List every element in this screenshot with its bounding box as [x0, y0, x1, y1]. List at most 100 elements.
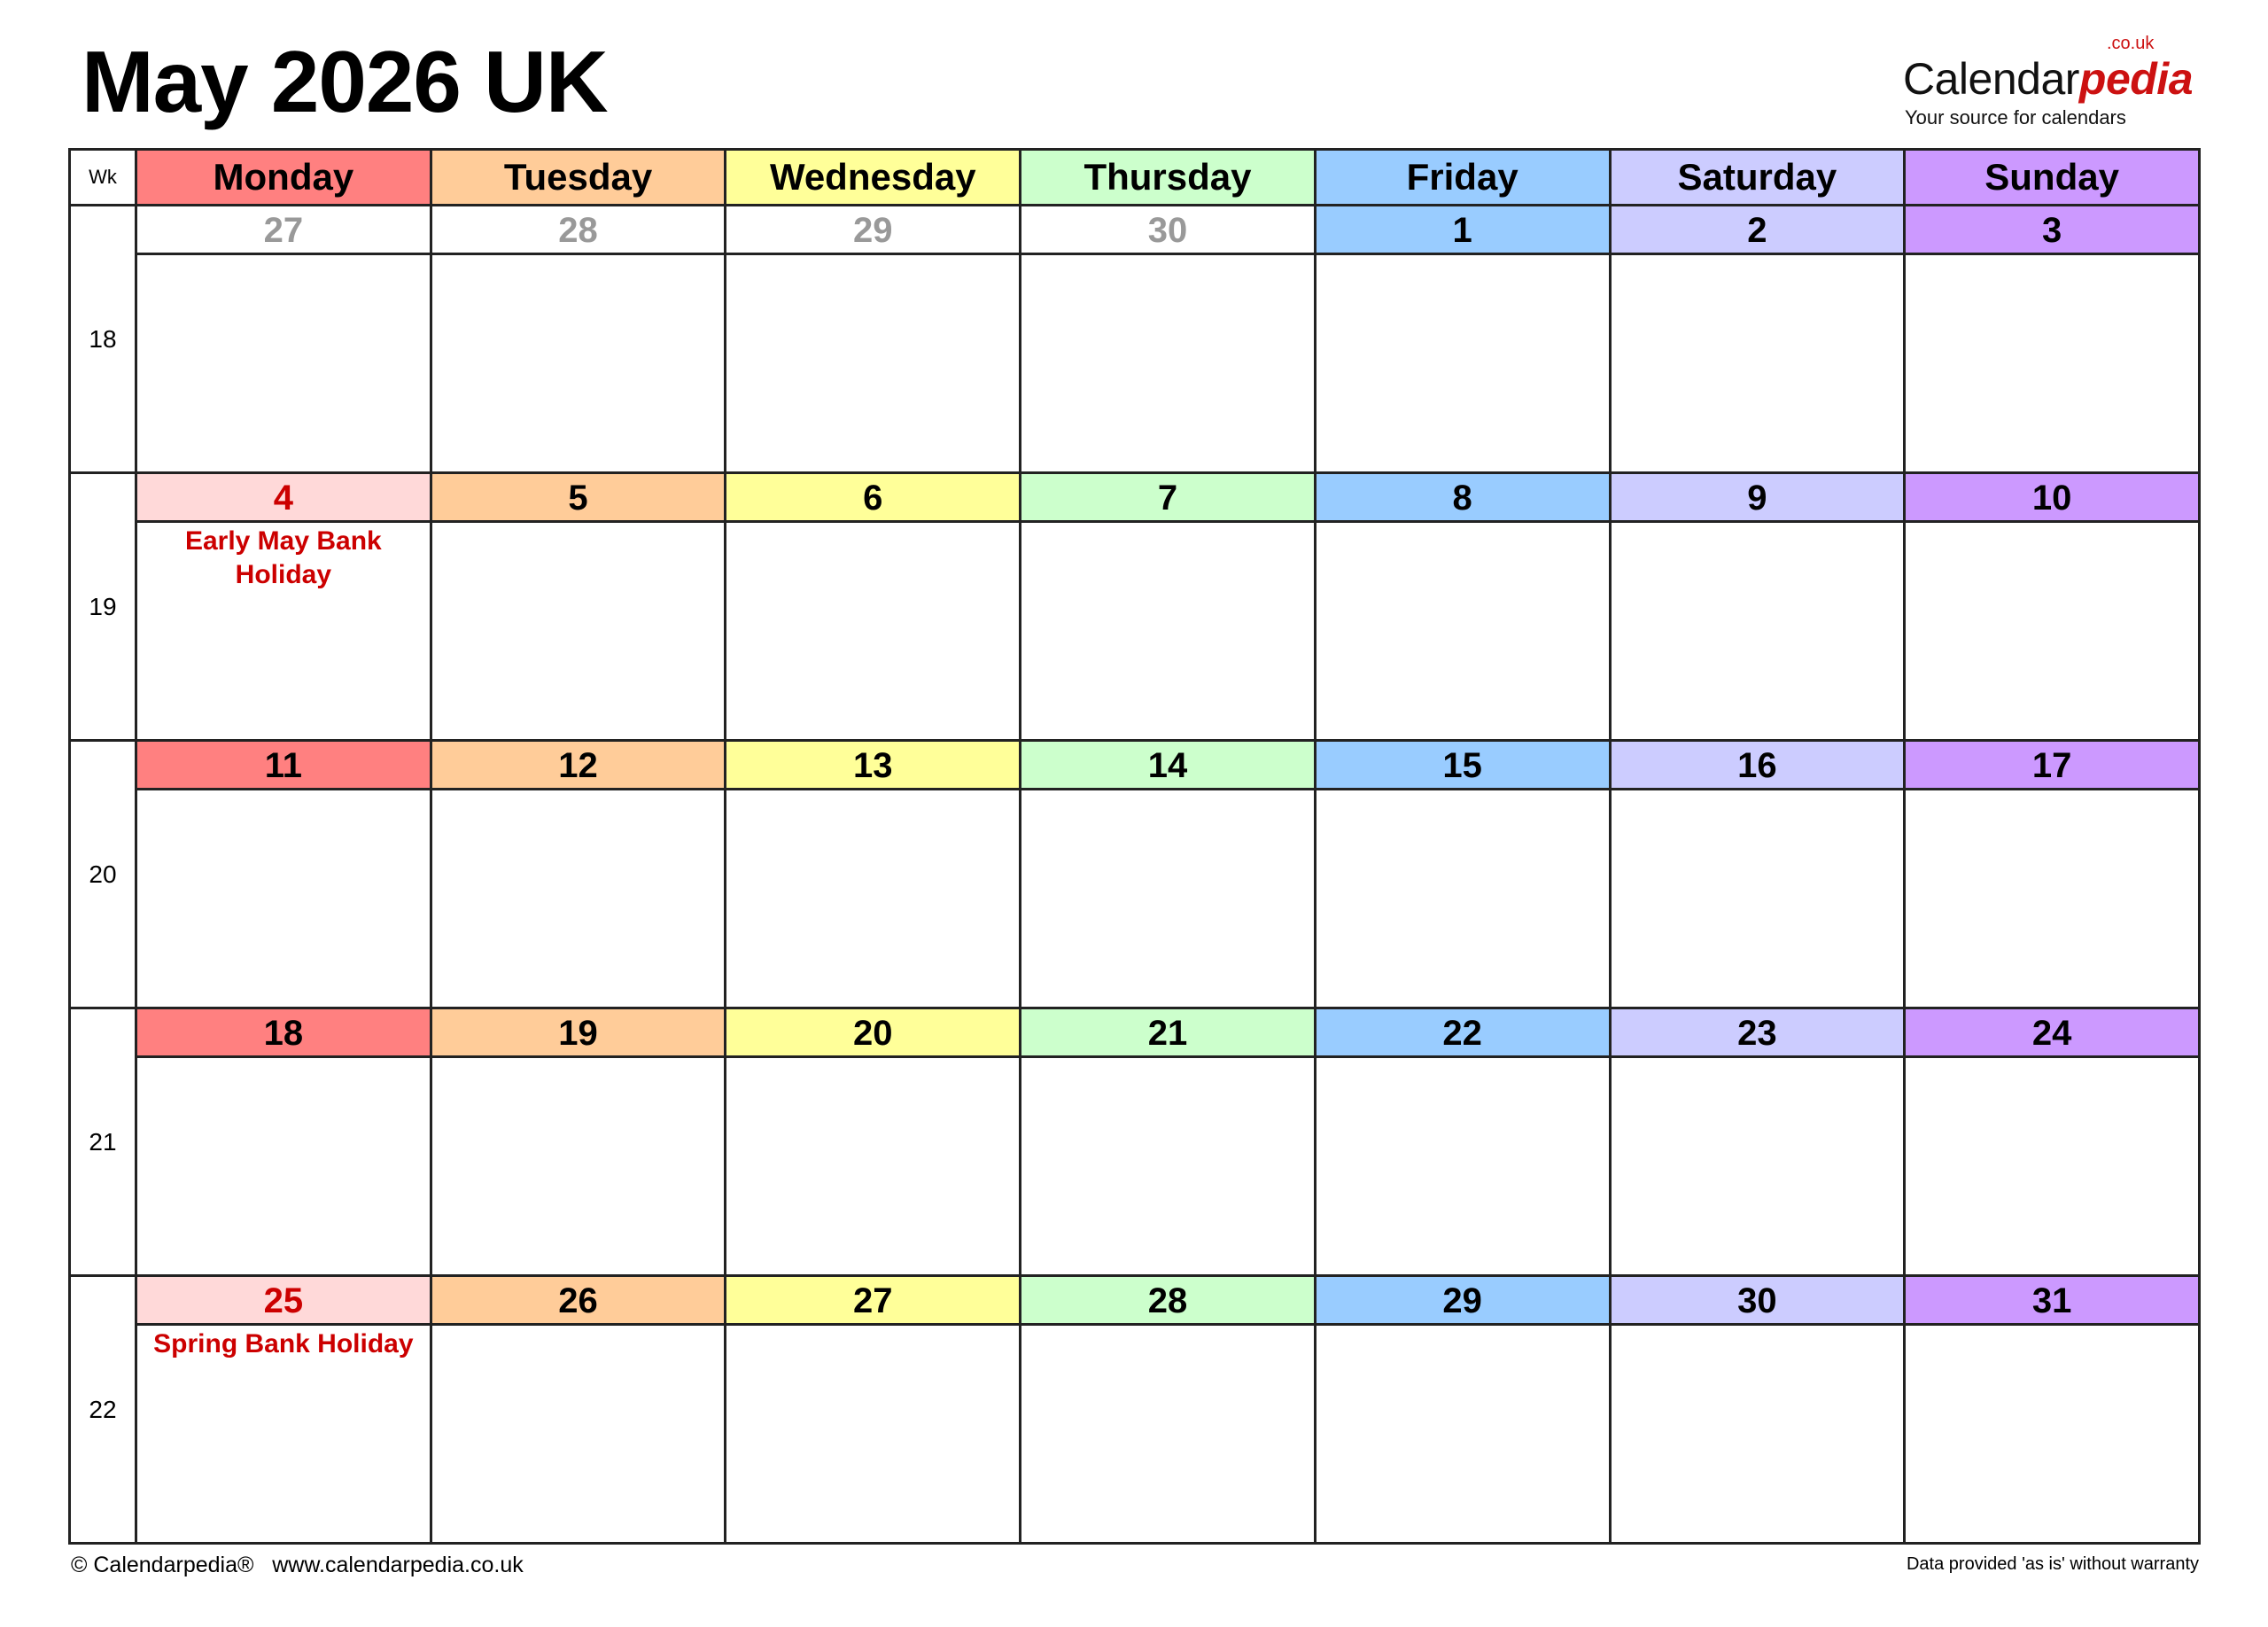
weekday-header-wednesday: Wednesday [724, 148, 1022, 206]
day-cell[interactable]: 18 [135, 1007, 432, 1277]
day-cell[interactable]: 25 Spring Bank Holiday [135, 1274, 432, 1545]
week-row: 18 27 28 29 30 1 2 3 [68, 204, 2201, 474]
day-cell[interactable]: 27 [724, 1274, 1022, 1545]
day-cell[interactable]: 12 [429, 739, 727, 1009]
date-number: 27 [137, 206, 430, 255]
day-cell[interactable]: 4 Early May Bank Holiday [135, 471, 432, 742]
date-number: 9 [1611, 474, 1904, 523]
date-number: 12 [431, 742, 725, 790]
day-cell[interactable]: 9 [1608, 471, 1907, 742]
day-cell[interactable]: 31 [1903, 1274, 2201, 1545]
day-cell[interactable]: 29 [724, 204, 1022, 474]
date-number: 5 [431, 474, 725, 523]
date-number: 2 [1611, 206, 1904, 255]
footer-copyright: © Calendarpedia® www.calendarpedia.co.uk [71, 1553, 524, 1577]
day-cell[interactable]: 7 [1019, 471, 1317, 742]
date-number: 29 [1316, 1277, 1609, 1326]
day-cell[interactable]: 28 [1019, 1274, 1317, 1545]
day-cell[interactable]: 2 [1608, 204, 1907, 474]
day-cell[interactable]: 3 [1903, 204, 2201, 474]
date-number: 18 [137, 1009, 430, 1058]
day-cell[interactable]: 10 [1903, 471, 2201, 742]
date-number: 24 [1906, 1009, 2198, 1058]
holiday-label: Spring Bank Holiday [153, 1329, 414, 1358]
holiday-label: Early May Bank Holiday [184, 526, 382, 589]
date-number: 11 [137, 742, 430, 790]
day-cell[interactable]: 29 [1313, 1274, 1612, 1545]
footer-disclaimer: Data provided 'as is' without warranty [1906, 1554, 2199, 1574]
week-number: 19 [68, 471, 137, 742]
day-cell[interactable]: 6 [724, 471, 1022, 742]
day-cell[interactable]: 21 [1019, 1007, 1317, 1277]
week-row: 19 4 Early May Bank Holiday 5 6 7 8 9 10 [68, 471, 2201, 742]
date-number: 19 [431, 1009, 725, 1058]
weekday-header-sunday: Sunday [1903, 148, 2201, 206]
date-number: 6 [726, 474, 1020, 523]
date-number: 1 [1316, 206, 1609, 255]
date-number: 31 [1906, 1277, 2198, 1326]
week-row: 20 11 12 13 14 15 16 17 [68, 739, 2201, 1009]
day-cell[interactable]: 14 [1019, 739, 1317, 1009]
day-cell[interactable]: 30 [1019, 204, 1317, 474]
day-cell[interactable]: 15 [1313, 739, 1612, 1009]
date-number: 20 [726, 1009, 1020, 1058]
week-row: 22 25 Spring Bank Holiday 26 27 28 29 30 31 [68, 1274, 2201, 1545]
date-number: 15 [1316, 742, 1609, 790]
date-number: 7 [1021, 474, 1314, 523]
day-cell[interactable]: 1 [1313, 204, 1612, 474]
calendar-grid: Wk Monday Tuesday Wednesday Thursday Friday S… [68, 148, 2201, 1545]
date-number: 30 [1021, 206, 1314, 255]
date-number: 3 [1906, 206, 2198, 255]
date-number: 22 [1316, 1009, 1609, 1058]
date-number: 30 [1611, 1277, 1904, 1326]
weekday-header-saturday: Saturday [1608, 148, 1907, 206]
day-cell[interactable]: 30 [1608, 1274, 1907, 1545]
date-number: 8 [1316, 474, 1609, 523]
calendarpedia-logo[interactable]: .co.uk Calendarpedia Your source for cal… [1903, 34, 2204, 131]
date-number: 13 [726, 742, 1020, 790]
date-number: 28 [1021, 1277, 1314, 1326]
holiday-date-number: 25 [137, 1277, 430, 1326]
day-cell[interactable]: 26 [429, 1274, 727, 1545]
date-number: 14 [1021, 742, 1314, 790]
date-number: 28 [431, 206, 725, 255]
date-number: 10 [1906, 474, 2198, 523]
date-number: 17 [1906, 742, 2198, 790]
day-cell[interactable]: 17 [1903, 739, 2201, 1009]
week-number: 22 [68, 1274, 137, 1545]
weekday-header-friday: Friday [1313, 148, 1612, 206]
weekday-header-row: Wk Monday Tuesday Wednesday Thursday Friday S… [68, 148, 2201, 206]
holiday-date-number: 4 [137, 474, 430, 523]
date-number: 27 [726, 1277, 1020, 1326]
day-cell[interactable]: 20 [724, 1007, 1022, 1277]
logo-tagline: Your source for calendars [1905, 106, 2126, 128]
logo-accent-text: pedia [2078, 54, 2194, 104]
weekday-header-thursday: Thursday [1019, 148, 1317, 206]
week-number: 20 [68, 739, 137, 1009]
date-number: 23 [1611, 1009, 1904, 1058]
date-number: 21 [1021, 1009, 1314, 1058]
weekday-header-tuesday: Tuesday [429, 148, 727, 206]
day-cell[interactable]: 22 [1313, 1007, 1612, 1277]
day-cell[interactable]: 23 [1608, 1007, 1907, 1277]
logo-main-text: Calendar [1903, 54, 2079, 104]
day-cell[interactable]: 5 [429, 471, 727, 742]
day-cell[interactable]: 24 [1903, 1007, 2201, 1277]
day-cell[interactable]: 27 [135, 204, 432, 474]
date-number: 16 [1611, 742, 1904, 790]
date-number: 26 [431, 1277, 725, 1326]
day-cell[interactable]: 8 [1313, 471, 1612, 742]
day-cell[interactable]: 28 [429, 204, 727, 474]
day-cell[interactable]: 11 [135, 739, 432, 1009]
week-number: 18 [68, 204, 137, 474]
week-column-header: Wk [68, 148, 137, 206]
page-title: May 2026 UK [82, 33, 609, 130]
week-row: 21 18 19 20 21 22 23 24 [68, 1007, 2201, 1277]
date-number: 29 [726, 206, 1020, 255]
logo-wordmark: Calendarpedia [1903, 54, 2194, 104]
day-cell[interactable]: 19 [429, 1007, 727, 1277]
weekday-header-monday: Monday [135, 148, 432, 206]
day-cell[interactable]: 13 [724, 739, 1022, 1009]
week-number: 21 [68, 1007, 137, 1277]
day-cell[interactable]: 16 [1608, 739, 1907, 1009]
